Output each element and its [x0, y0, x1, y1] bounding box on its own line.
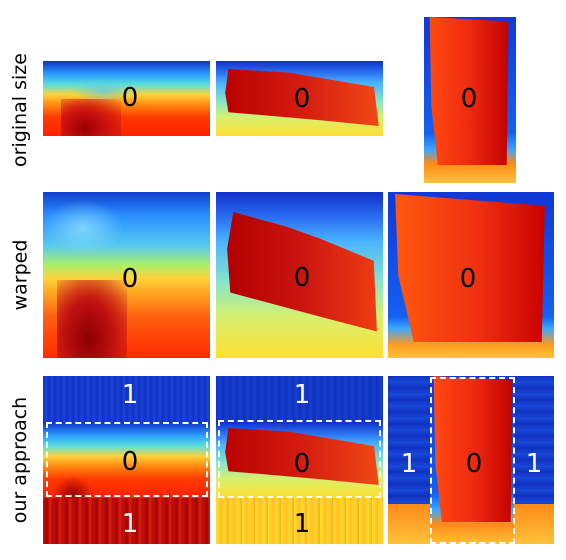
row-label-warped: warped: [9, 239, 31, 311]
label-zero: 0: [459, 264, 477, 294]
label-zero: 0: [293, 263, 311, 293]
panel-original-3: 0: [424, 17, 516, 183]
label-one: 1: [293, 509, 311, 539]
label-one: 1: [121, 509, 139, 539]
label-one: 1: [121, 380, 139, 410]
panel-approach-3: 1 0 1: [388, 376, 554, 544]
label-one: 1: [293, 380, 311, 410]
panel-approach-2: 1 0 1: [216, 376, 383, 544]
panel-warped-2: 0: [216, 192, 383, 358]
panel-approach-1: 1 0 1: [43, 376, 210, 544]
panel-original-2: 0: [216, 61, 383, 136]
panel-warped-3: 0: [388, 192, 554, 358]
label-zero: 0: [460, 84, 478, 114]
panel-original-1: 0: [43, 61, 210, 136]
label-zero: 0: [121, 83, 139, 113]
row-label-original-size: original size: [9, 53, 31, 167]
label-zero: 0: [121, 447, 139, 477]
label-zero: 0: [465, 449, 483, 479]
label-zero: 0: [121, 264, 139, 294]
row-label-our-approach: our approach: [9, 396, 31, 524]
label-one: 1: [400, 449, 418, 479]
dashed-crop-box: [430, 377, 515, 544]
panel-warped-1: 0: [43, 192, 210, 358]
dashed-crop-box: [46, 422, 208, 497]
label-zero: 0: [293, 449, 311, 479]
label-zero: 0: [293, 84, 311, 114]
label-one: 1: [525, 449, 543, 479]
dashed-crop-box: [218, 420, 381, 498]
